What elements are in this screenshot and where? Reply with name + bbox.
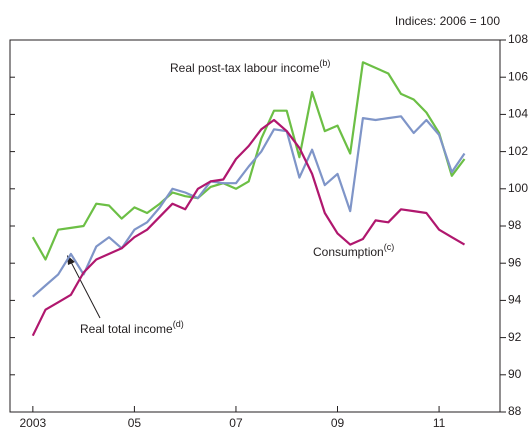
x-tick-label: 09	[331, 416, 345, 430]
y-tick-label: 90	[508, 367, 522, 381]
y-tick-label: 102	[508, 144, 528, 158]
series-note: (d)	[173, 319, 184, 329]
series-note: (b)	[319, 58, 330, 68]
annotation-arrow	[67, 255, 101, 319]
x-tick-label: 2003	[19, 416, 46, 430]
y-tick-label: 100	[508, 181, 528, 195]
y-tick-label: 94	[508, 293, 522, 307]
series-label: Consumption(c)	[313, 242, 394, 259]
y-tick-label: 92	[508, 330, 522, 344]
series-label: Real post-tax labour income(b)	[170, 58, 330, 75]
y-tick-label: 96	[508, 255, 522, 269]
series-label: Real total income(d)	[80, 319, 184, 336]
series-name: Real total income	[80, 322, 173, 336]
series-line	[31, 118, 466, 337]
series-line	[32, 115, 466, 298]
x-tick-label: 11	[433, 416, 446, 430]
series-name: Real post-tax labour income	[170, 61, 320, 75]
series-note: (c)	[384, 242, 395, 252]
y-tick-label: 98	[508, 218, 522, 232]
x-tick-label: 05	[128, 416, 142, 430]
y-tick-label: 104	[508, 107, 528, 121]
y-tick-label: 106	[508, 69, 528, 83]
series-line	[31, 61, 466, 261]
y-tick-label: 108	[508, 32, 528, 46]
y-tick-label: 88	[508, 404, 522, 418]
y-axis-label: Indices: 2006 = 100	[395, 14, 500, 28]
x-tick-label: 07	[229, 416, 243, 430]
series-name: Consumption	[313, 245, 384, 259]
